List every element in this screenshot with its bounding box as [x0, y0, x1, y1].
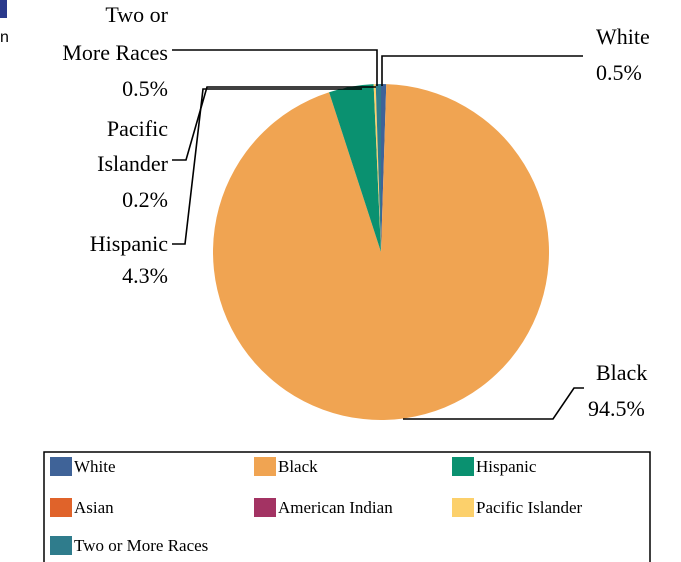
legend-label-two-or-more-races: Two or More Races	[74, 536, 208, 555]
pie-slices	[213, 83, 550, 420]
pie-slice-black	[213, 84, 550, 420]
leader-lines	[172, 49, 584, 420]
callout-pacific-islander: Pacific Islander 0.2%	[97, 116, 169, 212]
legend-swatch-white	[50, 457, 72, 476]
callout-white-value: 0.5%	[596, 60, 642, 85]
edge-accent-bar	[0, 0, 7, 18]
callout-hispanic: Hispanic 4.3%	[90, 231, 168, 288]
callout-white: White 0.5%	[596, 24, 650, 85]
callout-white-name: White	[596, 24, 650, 49]
pie-slice-hispanic	[329, 84, 381, 252]
legend-labels: White Black Hispanic Asian American Indian Pa…	[74, 457, 583, 555]
legend-label-hispanic: Hispanic	[476, 457, 537, 476]
leader-line-hispanic	[172, 88, 362, 245]
legend-swatch-pacific-islander	[452, 498, 474, 517]
pie-slice-two-or-more-races	[375, 83, 381, 253]
callout-two-more-line2: More Races	[62, 40, 168, 65]
legend-swatch-asian	[50, 498, 72, 517]
callout-pacific-line2: Islander	[97, 151, 169, 176]
legend-swatch-american-indian	[254, 498, 276, 517]
leader-line-white	[381, 55, 583, 86]
leader-line-black	[403, 387, 584, 420]
callout-two-or-more-races: Two or More Races 0.5%	[62, 2, 168, 101]
callout-two-more-line1: Two or	[105, 2, 168, 27]
legend-label-black: Black	[278, 457, 318, 476]
legend-swatch-black	[254, 457, 276, 476]
callout-hispanic-name: Hispanic	[90, 231, 168, 256]
callout-hispanic-value: 4.3%	[122, 263, 168, 288]
callout-black-value: 94.5%	[588, 396, 645, 421]
legend-label-asian: Asian	[74, 498, 114, 517]
legend-label-white: White	[74, 457, 116, 476]
callout-pacific-line1: Pacific	[107, 116, 168, 141]
edge-text-fragment: n	[0, 29, 9, 46]
callout-black-name: Black	[596, 360, 647, 385]
callout-black: Black 94.5%	[588, 360, 647, 421]
legend-label-pacific-islander: Pacific Islander	[476, 498, 583, 517]
legend-swatch-hispanic	[452, 457, 474, 476]
pie-slice-pacific-islander	[373, 84, 381, 252]
leader-line-two-more	[172, 49, 378, 86]
callout-pacific-value: 0.2%	[122, 187, 168, 212]
legend-swatches	[50, 457, 474, 555]
callout-two-more-value: 0.5%	[122, 76, 168, 101]
legend-label-american-indian: American Indian	[278, 498, 393, 517]
leader-line-pacific	[172, 86, 376, 161]
legend-box	[43, 451, 651, 562]
pie-slice-white	[381, 83, 387, 253]
legend-swatch-two-or-more-races	[50, 536, 72, 555]
